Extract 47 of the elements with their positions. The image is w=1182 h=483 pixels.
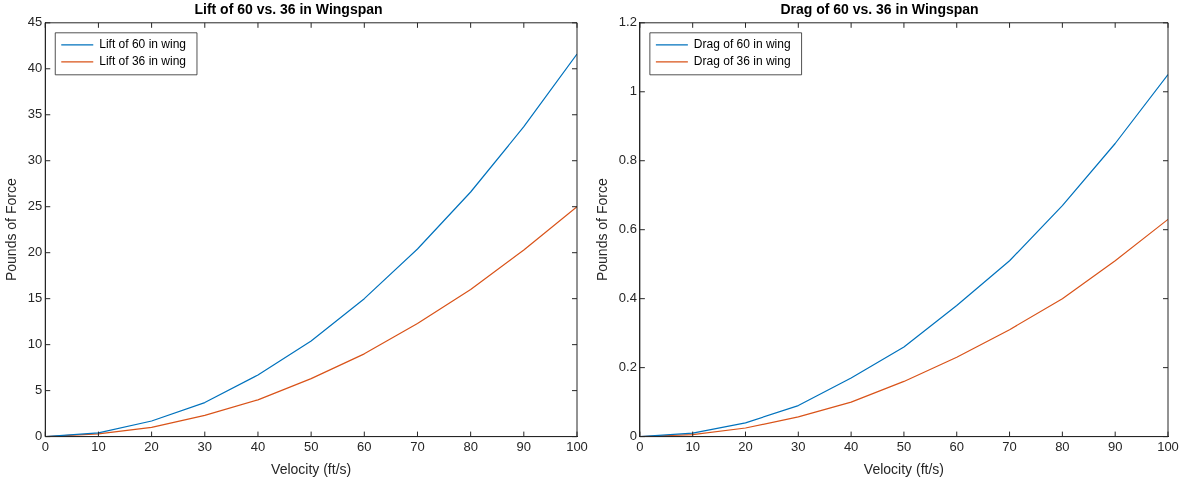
y-tick-label: 0.6 xyxy=(618,221,637,237)
x-tick-label: 80 xyxy=(463,438,478,454)
chart-title: Drag of 60 vs. 36 in Wingspan xyxy=(780,1,979,18)
x-axis-title: Velocity (ft/s) xyxy=(863,461,945,478)
y-tick-label: 0 xyxy=(35,428,43,444)
x-tick-label: 50 xyxy=(303,438,319,454)
x-tick-label: 20 xyxy=(738,438,753,454)
y-tick-label: 45 xyxy=(27,14,43,30)
legend-label: Drag of 60 in wing xyxy=(693,37,791,52)
legend-label: Drag of 36 in wing xyxy=(693,54,791,69)
y-axis-title: Pounds of Force xyxy=(594,178,611,282)
y-tick-label: 35 xyxy=(27,106,43,122)
y-tick-label: 0.8 xyxy=(618,152,637,168)
x-tick-label: 50 xyxy=(896,438,912,454)
chart-title: Lift of 60 vs. 36 in Wingspan xyxy=(194,1,383,18)
y-tick-label: 40 xyxy=(27,60,43,76)
y-tick-label: 0 xyxy=(629,428,637,444)
x-tick-label: 30 xyxy=(791,438,806,454)
x-tick-label: 70 xyxy=(410,438,425,454)
x-tick-label: 100 xyxy=(566,438,588,454)
y-tick-label: 10 xyxy=(27,336,43,352)
y-tick-label: 20 xyxy=(27,244,43,260)
y-axis-title: Pounds of Force xyxy=(3,178,20,282)
x-tick-label: 80 xyxy=(1055,438,1070,454)
x-tick-label: 40 xyxy=(843,438,859,454)
y-tick-label: 25 xyxy=(27,198,43,214)
x-tick-label: 30 xyxy=(197,438,213,454)
y-tick-label: 1.2 xyxy=(618,14,637,30)
x-tick-label: 10 xyxy=(685,438,700,454)
y-tick-label: 5 xyxy=(35,382,43,398)
x-tick-label: 10 xyxy=(91,438,106,454)
x-tick-label: 90 xyxy=(1107,438,1123,454)
legend-label: Lift of 60 in wing xyxy=(99,37,186,52)
legend-label: Lift of 36 in wing xyxy=(99,54,186,69)
y-tick-label: 0.4 xyxy=(618,290,637,306)
y-tick-label: 15 xyxy=(27,290,43,306)
x-tick-label: 90 xyxy=(516,438,532,454)
x-tick-label: 100 xyxy=(1157,438,1179,454)
y-tick-label: 0.2 xyxy=(618,359,637,375)
x-tick-label: 40 xyxy=(250,438,266,454)
y-tick-label: 30 xyxy=(27,152,43,168)
x-tick-label: 70 xyxy=(1002,438,1017,454)
x-tick-label: 20 xyxy=(144,438,159,454)
x-axis-title: Velocity (ft/s) xyxy=(271,461,352,478)
y-tick-label: 1 xyxy=(629,83,637,99)
x-tick-label: 60 xyxy=(357,438,372,454)
x-tick-label: 60 xyxy=(949,438,964,454)
